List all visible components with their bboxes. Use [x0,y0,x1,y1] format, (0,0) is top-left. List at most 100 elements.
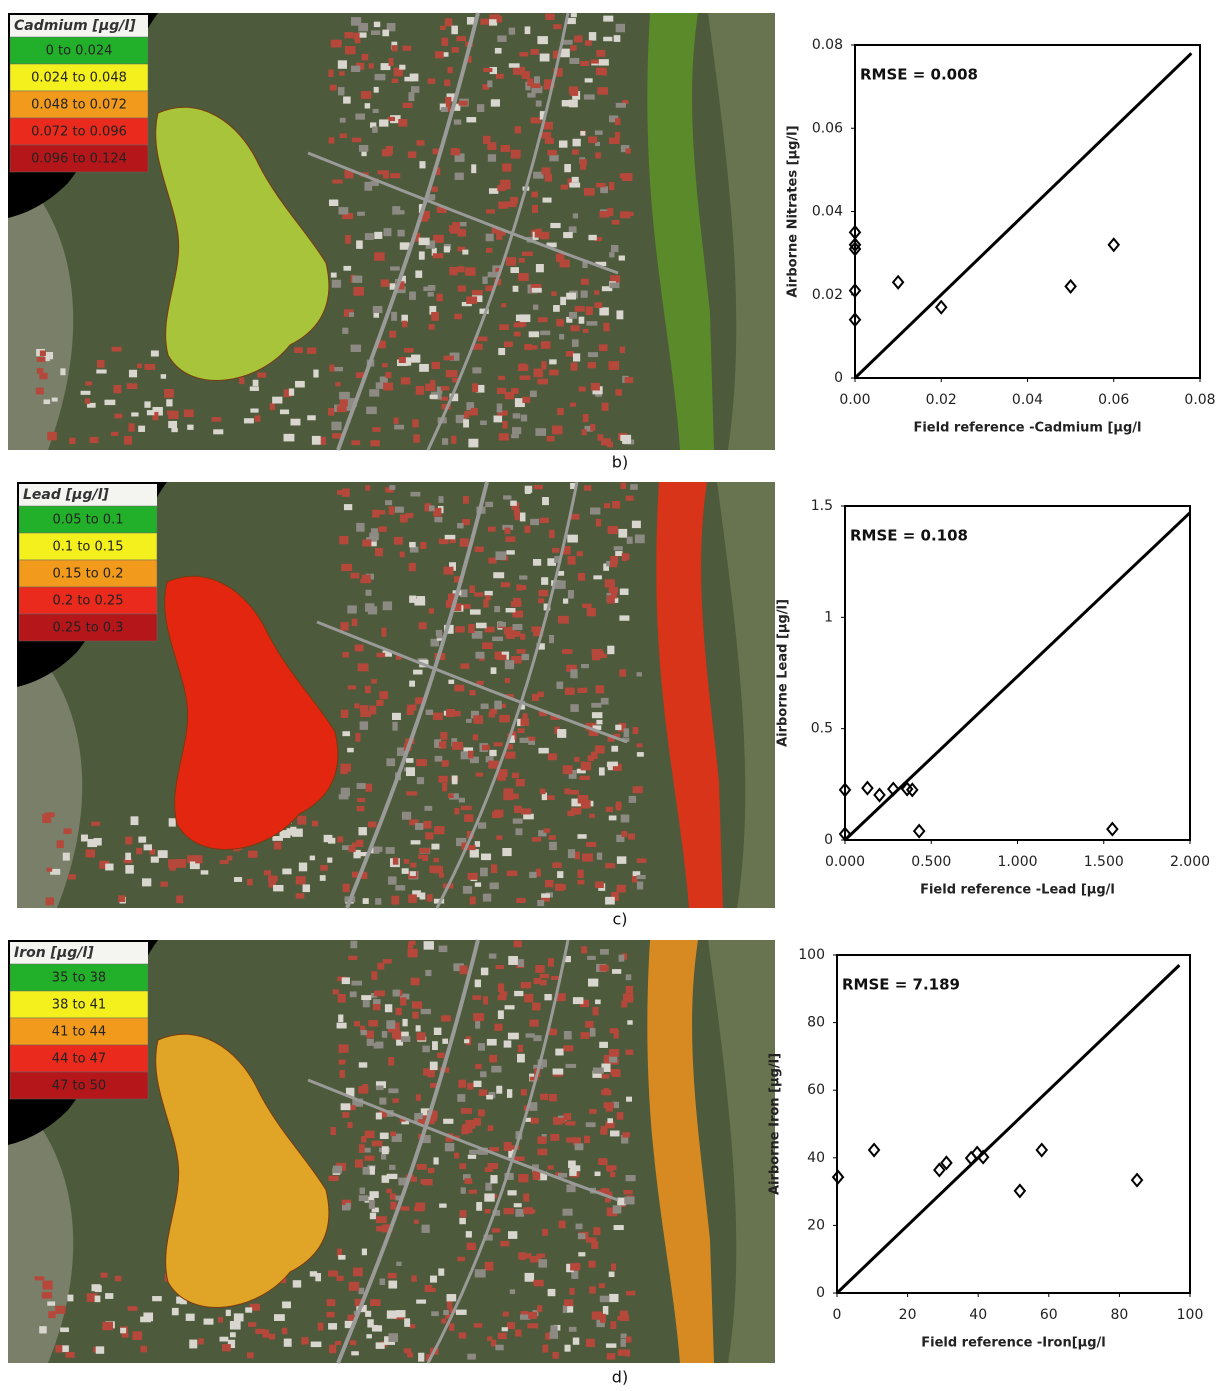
building [570,1165,581,1172]
building [541,792,548,801]
building [415,822,424,830]
building [511,731,517,736]
building [586,608,596,617]
building [401,811,412,820]
panel-label: c) [612,910,627,929]
building [485,595,491,601]
building [612,1205,622,1214]
point [848,283,862,299]
building [379,119,389,127]
building [628,795,637,803]
building [511,434,519,439]
building [294,347,303,354]
building [520,718,529,726]
building [497,995,507,1001]
building [613,1225,624,1231]
building [466,718,472,723]
building [449,393,459,402]
building [585,1020,594,1028]
building [374,547,383,557]
building [527,78,534,87]
building [342,883,350,893]
building [509,1289,516,1295]
building [353,286,365,296]
building [332,1165,343,1174]
building [562,598,569,604]
building [46,867,53,872]
lake [155,1033,330,1308]
building [396,1261,402,1266]
building [211,417,222,422]
building [354,1159,364,1168]
building [547,753,557,761]
building [503,1208,515,1215]
building [358,1287,365,1295]
building [620,1333,627,1339]
building [457,1094,466,1102]
building [233,1313,244,1322]
building [537,1136,547,1144]
building [530,345,538,350]
building [281,1327,288,1335]
building [446,1294,457,1302]
building [418,622,427,630]
building [563,1030,572,1040]
building [535,264,544,273]
building [176,858,187,868]
building [538,1259,548,1268]
panel-label: b) [612,453,628,472]
building [562,39,573,45]
building [364,233,374,240]
building [420,1108,430,1116]
building [462,1174,471,1181]
building [611,219,620,225]
building [47,1301,56,1306]
building [404,76,414,82]
building [583,188,595,196]
building [513,322,524,328]
building [599,307,609,316]
building [288,388,295,396]
building [428,324,435,330]
building [475,622,487,629]
building [612,763,622,771]
building [449,1323,455,1331]
building [547,1028,553,1034]
building [36,357,46,362]
building [545,1332,551,1340]
building [469,1149,480,1155]
building [624,1196,635,1205]
building [587,755,594,762]
building [591,702,602,708]
building [449,538,456,544]
building [621,953,628,960]
building [372,1001,381,1011]
building [494,1023,503,1031]
building [575,1223,583,1230]
building [594,302,603,309]
building [469,756,479,764]
building [390,266,400,271]
building [578,386,586,392]
building [598,1158,608,1165]
building [338,1014,344,1023]
building [572,1137,582,1146]
building [97,359,105,368]
building [570,482,577,490]
building [446,708,456,718]
building [317,1322,324,1331]
building [529,1019,539,1027]
building [599,964,609,972]
building [585,1122,596,1128]
building [466,402,475,411]
building [500,1240,510,1247]
building [247,850,258,858]
building [558,1220,566,1229]
building [615,102,626,108]
building [467,750,474,759]
building [425,832,434,840]
building [600,948,609,955]
building [478,822,487,829]
building [146,410,155,416]
building [496,835,503,840]
